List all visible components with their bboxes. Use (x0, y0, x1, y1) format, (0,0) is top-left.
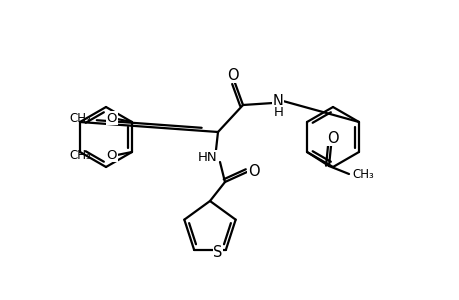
Text: O: O (106, 112, 117, 124)
Text: CH₃: CH₃ (69, 148, 91, 161)
Text: CH₃: CH₃ (69, 112, 91, 124)
Text: O: O (248, 164, 259, 178)
Text: N: N (272, 94, 283, 109)
Text: HN: HN (198, 151, 218, 164)
Text: H: H (274, 106, 283, 118)
Text: CH₃: CH₃ (351, 167, 373, 181)
Text: S: S (213, 245, 222, 260)
Text: O: O (106, 148, 117, 161)
Text: O: O (326, 130, 338, 146)
Text: O: O (227, 68, 238, 82)
